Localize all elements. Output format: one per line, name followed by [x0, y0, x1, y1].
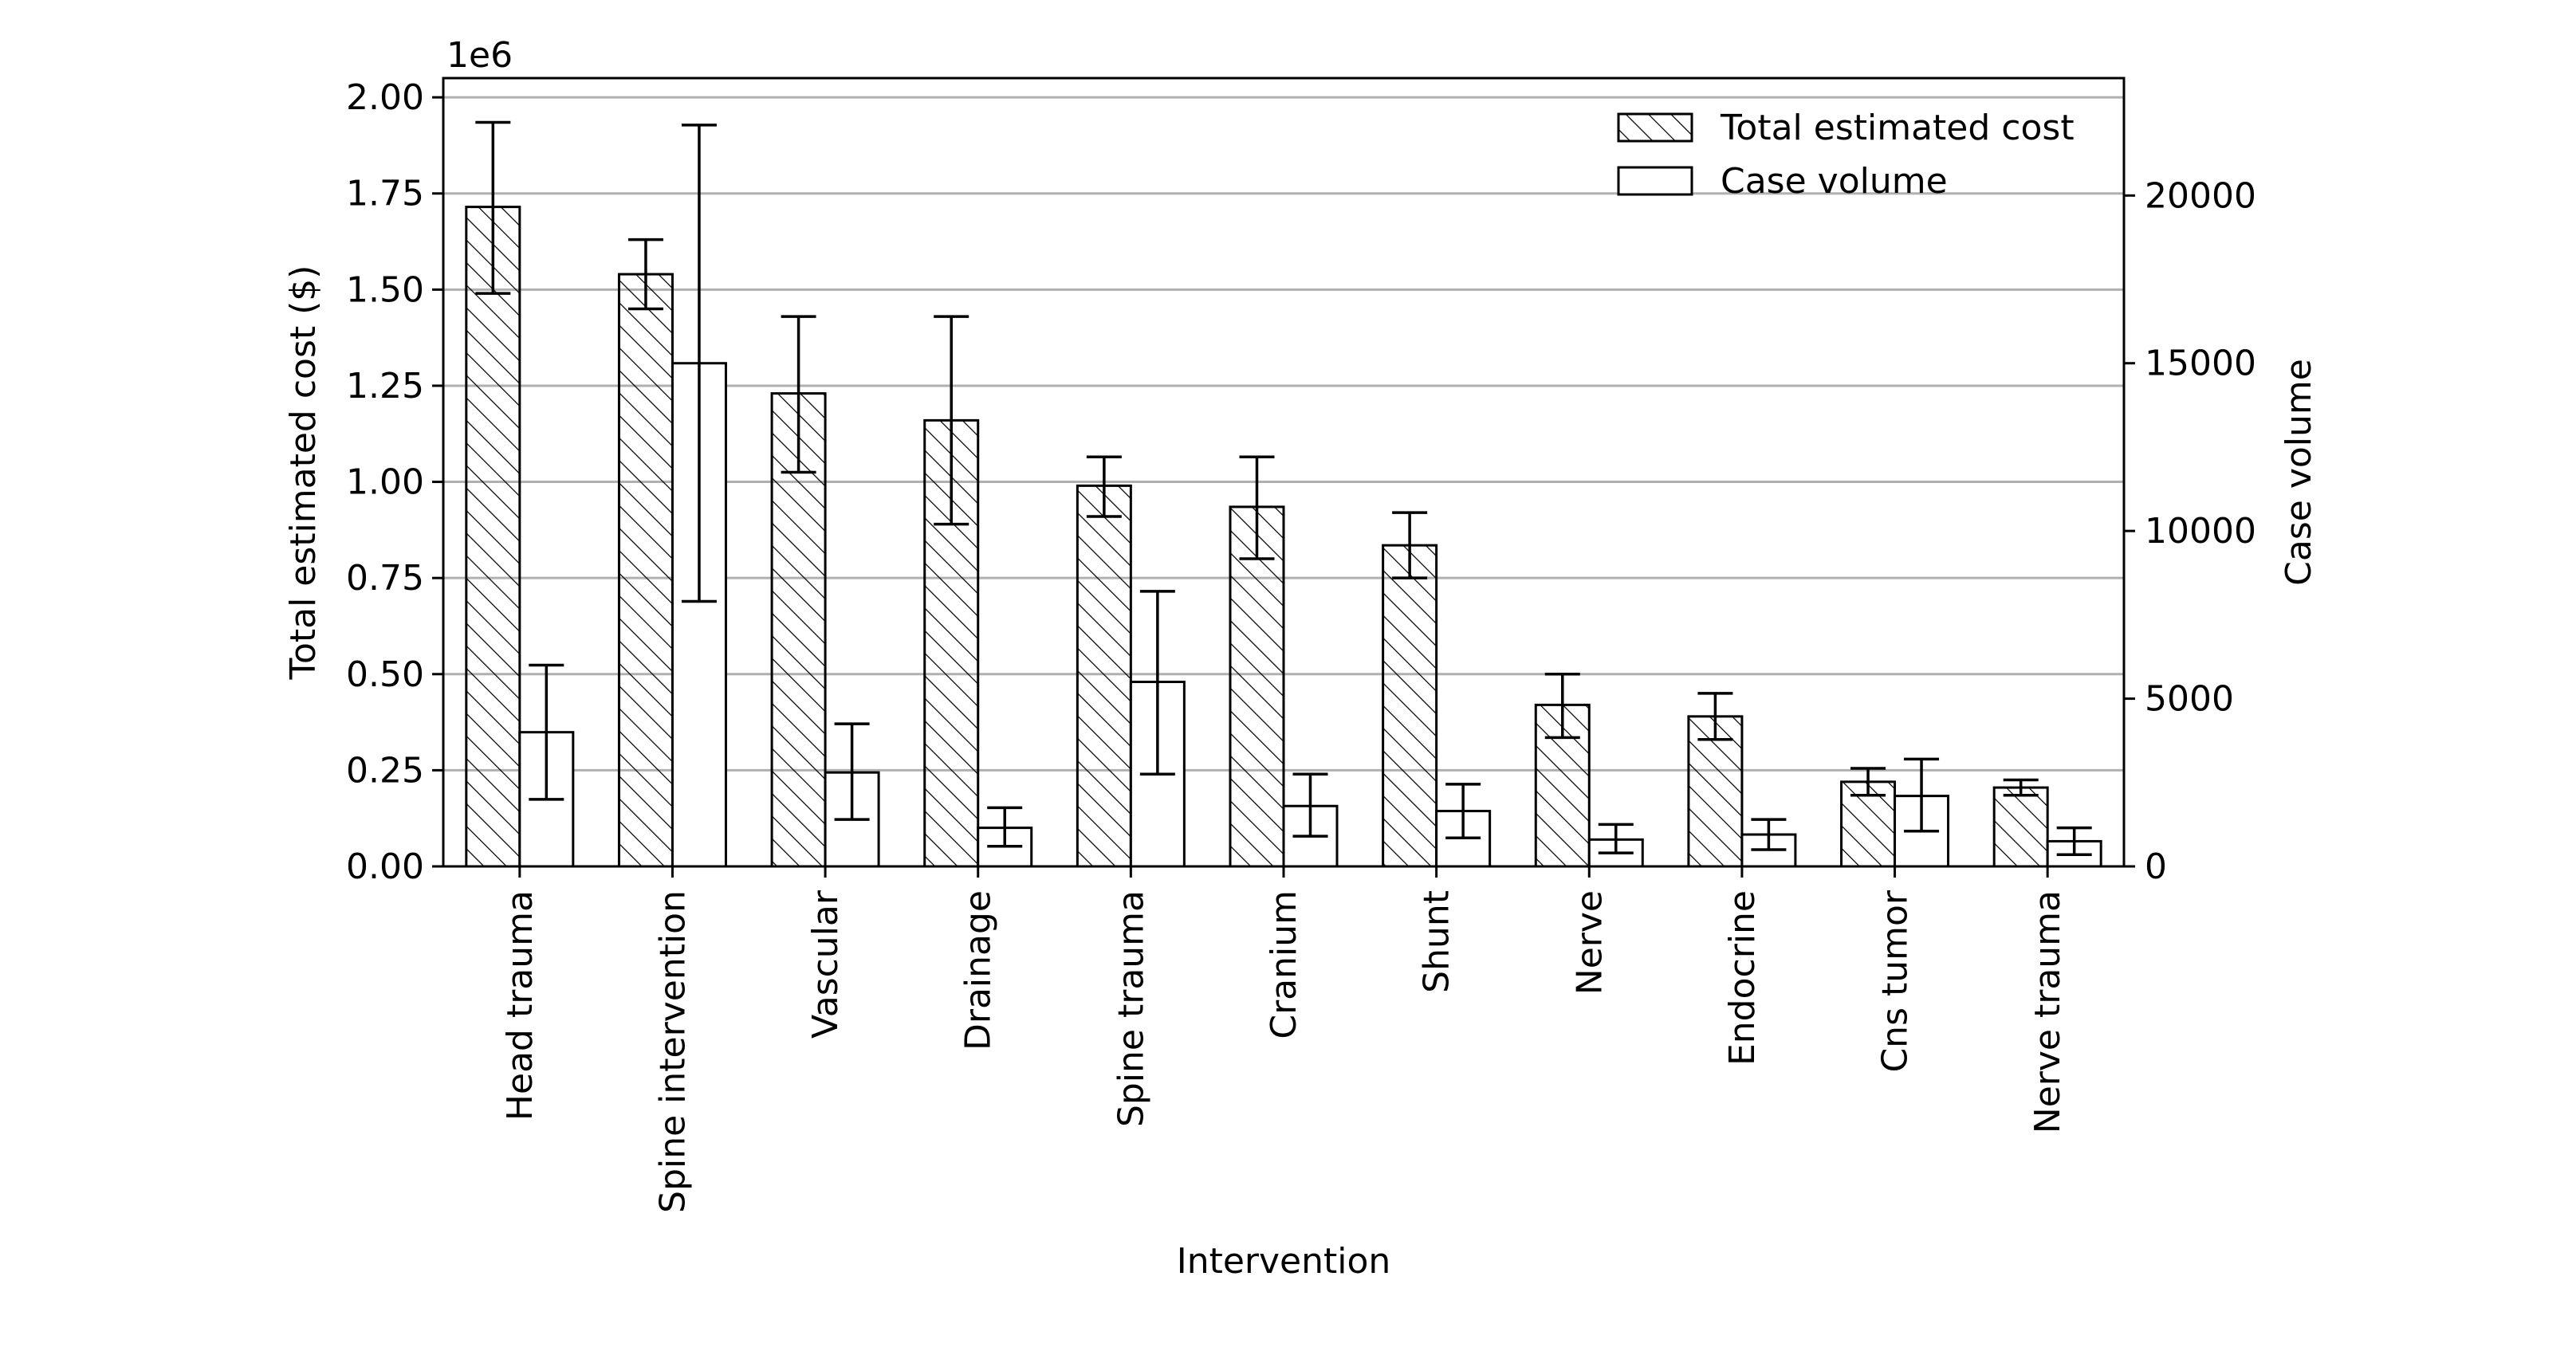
- x-axis-label: Intervention: [1177, 1241, 1391, 1282]
- x-tick-label-head-trauma: Head trauma: [500, 890, 541, 1121]
- y-tick-label: 0.25: [346, 750, 424, 791]
- y-tick-label: 2.00: [346, 77, 424, 118]
- x-tick-label-endocrine: Endocrine: [1722, 890, 1763, 1066]
- cost-bar-spine-trauma: [1076, 484, 1132, 868]
- x-tick-label-cranium: Cranium: [1264, 890, 1304, 1039]
- x-tick-label-spine-trauma: Spine trauma: [1111, 890, 1151, 1127]
- x-tick-label-shunt: Shunt: [1417, 890, 1457, 993]
- x-tick-label-cns-tumor: Cns tumor: [1875, 890, 1916, 1072]
- x-tick-label-drainage: Drainage: [958, 890, 999, 1051]
- legend-swatch-case-volume: [1617, 166, 1693, 196]
- y2-tick-label: 10000: [2145, 511, 2256, 552]
- y-tick-label: 0.50: [346, 654, 424, 695]
- cost-bar-endocrine: [1687, 715, 1744, 868]
- y-tick-label: 0.75: [346, 558, 424, 599]
- axis-ticks: Head trauma Spine intervention Vascular Dra…: [346, 77, 2256, 1213]
- cost-bar-nerve-trauma: [1992, 786, 2049, 868]
- y-tick-label: 1.50: [346, 269, 424, 310]
- cost-bar-shunt: [1382, 544, 1438, 868]
- cost-bar-spine-intervention: [617, 273, 674, 868]
- y-tick-label: 1.75: [346, 174, 424, 214]
- y2-tick-label: 15000: [2145, 344, 2256, 384]
- legend-swatch-total-estimated-cost: [1617, 112, 1693, 143]
- y-tick-label: 1.00: [346, 462, 424, 503]
- y-axis-scale-label: 1e6: [446, 35, 513, 76]
- y2-tick-label: 5000: [2145, 679, 2234, 720]
- y2-tick-label: 0: [2145, 846, 2167, 887]
- y2-axis-label: Case volume: [2279, 359, 2319, 586]
- x-tick-label-nerve-trauma: Nerve trauma: [2027, 890, 2068, 1133]
- y2-tick-label: 20000: [2145, 175, 2256, 216]
- x-tick-label-vascular: Vascular: [805, 890, 846, 1039]
- cost-bar-cranium: [1229, 505, 1285, 868]
- y-axis-label: Total estimated cost ($): [283, 265, 324, 681]
- cost-bar-head-trauma: [465, 206, 521, 868]
- y-tick-label: 0.00: [346, 846, 424, 887]
- legend-label-case-volume: Case volume: [1721, 161, 1948, 202]
- error-bars: [475, 120, 2092, 857]
- legend: Total estimated cost Case volume: [1617, 108, 2075, 202]
- bars: [465, 206, 2102, 868]
- y-tick-label: 1.25: [346, 366, 424, 406]
- x-tick-label-nerve: Nerve: [1569, 890, 1610, 995]
- x-tick-label-spine-intervention: Spine intervention: [652, 890, 693, 1213]
- legend-label-total-estimated-cost: Total estimated cost: [1720, 108, 2075, 148]
